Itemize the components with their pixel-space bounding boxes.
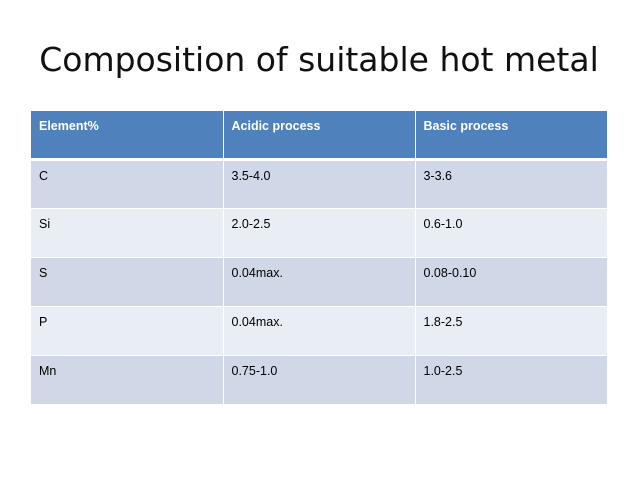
table-row: C 3.5-4.0 3-3.6 [31,159,607,209]
header-element: Element% [31,111,224,161]
cell-acidic: 2.0-2.5 [223,208,416,258]
cell-basic: 0.08-0.10 [415,257,607,307]
header-basic-process: Basic process [415,111,607,161]
table-row: Mn 0.75-1.0 1.0-2.5 [31,355,607,405]
cell-basic: 1.0-2.5 [415,355,607,405]
cell-acidic: 0.75-1.0 [223,355,416,405]
table-row: Si 2.0-2.5 0.6-1.0 [31,208,607,258]
cell-basic: 3-3.6 [415,159,607,209]
cell-element: Si [31,208,224,258]
cell-basic: 0.6-1.0 [415,208,607,258]
cell-acidic: 0.04max. [223,257,416,307]
composition-table: Element% Acidic process Basic process C … [31,111,607,405]
table-header-row: Element% Acidic process Basic process [31,111,607,161]
cell-element: C [31,159,224,209]
cell-acidic: 3.5-4.0 [223,159,416,209]
cell-element: P [31,306,224,356]
cell-basic: 1.8-2.5 [415,306,607,356]
cell-element: Mn [31,355,224,405]
cell-element: S [31,257,224,307]
cell-acidic: 0.04max. [223,306,416,356]
slide-title: Composition of suitable hot metal [39,40,599,79]
table-row: P 0.04max. 1.8-2.5 [31,306,607,356]
header-acidic-process: Acidic process [223,111,416,161]
table-row: S 0.04max. 0.08-0.10 [31,257,607,307]
